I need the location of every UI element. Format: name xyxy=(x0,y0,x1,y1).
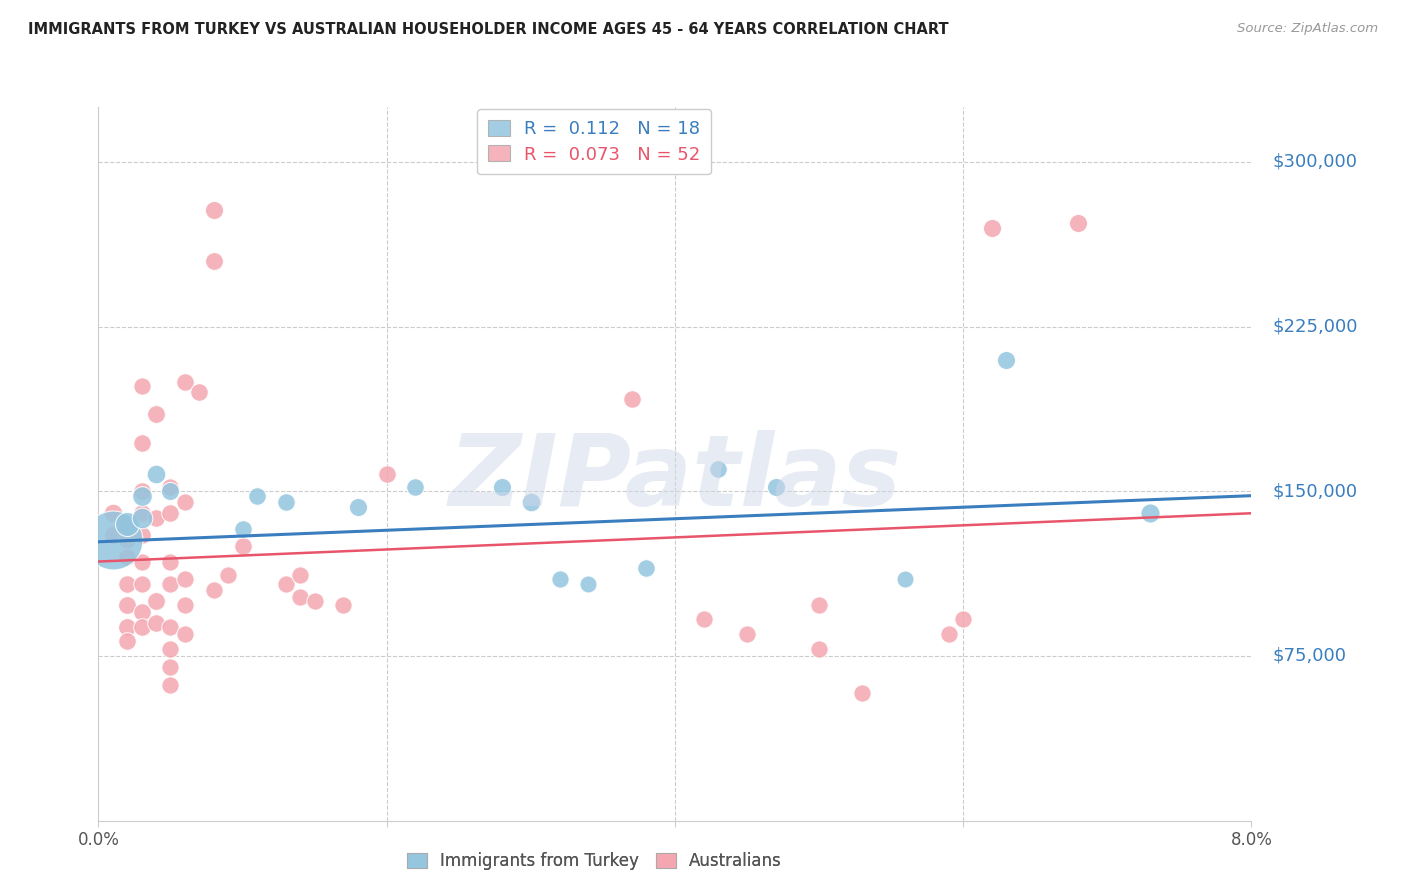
Point xyxy=(117,576,138,591)
Point xyxy=(274,495,297,509)
Point xyxy=(117,533,138,547)
Point xyxy=(188,385,211,400)
Point xyxy=(159,576,181,591)
Point xyxy=(131,528,153,542)
Point xyxy=(101,528,124,542)
Point xyxy=(101,533,124,547)
Point xyxy=(405,480,427,494)
Point xyxy=(117,517,138,532)
Point xyxy=(290,590,312,604)
Point xyxy=(735,627,758,641)
Text: $150,000: $150,000 xyxy=(1272,483,1358,500)
Point xyxy=(995,352,1018,367)
Text: $300,000: $300,000 xyxy=(1272,153,1358,171)
Point xyxy=(131,510,153,524)
Point xyxy=(117,620,138,634)
Point xyxy=(159,642,181,657)
Point xyxy=(202,203,225,218)
Point xyxy=(231,522,254,536)
Point xyxy=(952,612,974,626)
Text: Source: ZipAtlas.com: Source: ZipAtlas.com xyxy=(1237,22,1378,36)
Point xyxy=(1139,506,1161,520)
Point xyxy=(145,594,167,608)
Text: IMMIGRANTS FROM TURKEY VS AUSTRALIAN HOUSEHOLDER INCOME AGES 45 - 64 YEARS CORRE: IMMIGRANTS FROM TURKEY VS AUSTRALIAN HOU… xyxy=(28,22,949,37)
Point xyxy=(174,495,197,509)
Point xyxy=(851,686,873,700)
Point xyxy=(131,576,153,591)
Legend: Immigrants from Turkey, Australians: Immigrants from Turkey, Australians xyxy=(401,846,789,877)
Text: ZIPatlas: ZIPatlas xyxy=(449,430,901,526)
Point xyxy=(707,462,730,476)
Point xyxy=(131,506,153,520)
Point xyxy=(981,220,1004,235)
Point xyxy=(159,660,181,674)
Point xyxy=(131,489,153,503)
Point xyxy=(304,594,326,608)
Point xyxy=(548,572,571,586)
Point xyxy=(159,677,181,691)
Point xyxy=(375,467,398,481)
Point xyxy=(145,408,167,422)
Point xyxy=(174,627,197,641)
Point xyxy=(807,642,830,657)
Point xyxy=(159,620,181,634)
Point xyxy=(290,567,312,582)
Point xyxy=(145,615,167,630)
Point xyxy=(174,572,197,586)
Point xyxy=(117,517,138,532)
Point xyxy=(938,627,960,641)
Point xyxy=(491,480,513,494)
Point xyxy=(246,489,269,503)
Point xyxy=(1067,216,1090,230)
Point xyxy=(131,484,153,499)
Point xyxy=(274,576,297,591)
Text: $75,000: $75,000 xyxy=(1272,647,1347,665)
Point xyxy=(131,436,153,450)
Point xyxy=(174,375,197,389)
Point xyxy=(332,599,354,613)
Text: $225,000: $225,000 xyxy=(1272,318,1358,335)
Point xyxy=(117,550,138,565)
Point xyxy=(131,605,153,619)
Point xyxy=(765,480,787,494)
Point xyxy=(578,576,600,591)
Point xyxy=(202,253,225,268)
Point xyxy=(346,500,368,514)
Point xyxy=(159,506,181,520)
Point xyxy=(231,539,254,553)
Point xyxy=(117,599,138,613)
Point xyxy=(159,480,181,494)
Point xyxy=(159,484,181,499)
Point xyxy=(202,583,225,598)
Point xyxy=(620,392,643,406)
Point xyxy=(159,555,181,569)
Point xyxy=(131,620,153,634)
Point xyxy=(101,506,124,520)
Point xyxy=(636,561,658,575)
Point xyxy=(217,567,239,582)
Point xyxy=(519,495,541,509)
Point xyxy=(117,633,138,648)
Point xyxy=(131,555,153,569)
Point xyxy=(174,599,197,613)
Point xyxy=(807,599,830,613)
Point xyxy=(145,467,167,481)
Point xyxy=(131,379,153,393)
Point xyxy=(894,572,917,586)
Point xyxy=(693,612,716,626)
Point xyxy=(145,510,167,524)
